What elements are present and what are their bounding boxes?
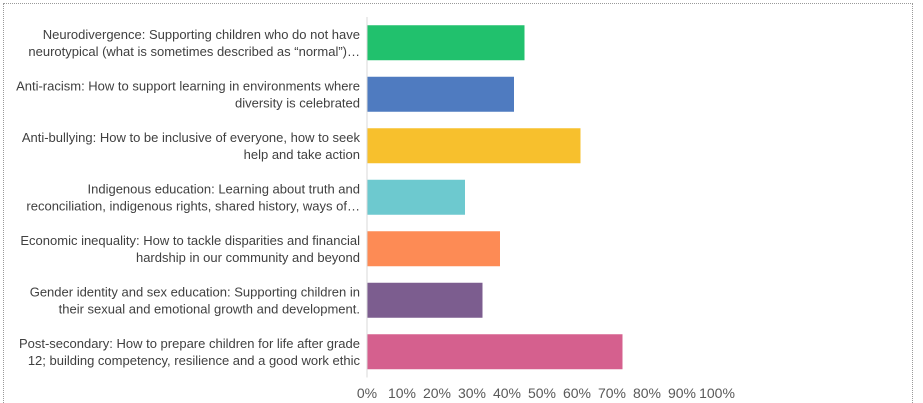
bar-4 <box>367 179 465 215</box>
x-tick-label: 40% <box>493 385 521 401</box>
x-tick-label: 30% <box>458 385 486 401</box>
x-tick-label: 50% <box>528 385 556 401</box>
x-tick-label: 20% <box>423 385 451 401</box>
category-label-line: Post-secondary: How to prepare children … <box>19 336 360 351</box>
category-label-line: diversity is celebrated <box>235 95 360 110</box>
category-label-2: Anti-racism: How to support learning in … <box>16 78 360 110</box>
chart-frame <box>3 3 913 403</box>
bar-3 <box>367 128 581 164</box>
category-label-line: 12; building competency, resilience and … <box>28 353 361 368</box>
category-label-line: Indigenous education: Learning about tru… <box>88 181 361 196</box>
x-tick-label: 90% <box>668 385 696 401</box>
x-tick-label: 60% <box>563 385 591 401</box>
x-tick-label: 80% <box>633 385 661 401</box>
category-label-line: Anti-racism: How to support learning in … <box>16 78 360 93</box>
x-tick-label: 70% <box>598 385 626 401</box>
x-tick-label: 100% <box>699 385 735 401</box>
bars <box>367 25 623 370</box>
category-label-line: neurotypical (what is sometimes describe… <box>28 44 360 59</box>
category-label-6: Gender identity and sex education: Suppo… <box>30 284 360 316</box>
bar-1 <box>367 25 525 61</box>
bar-7 <box>367 334 623 370</box>
x-tick-label: 10% <box>388 385 416 401</box>
category-label-1: Neurodivergence: Supporting children who… <box>28 27 360 59</box>
category-label-4: Indigenous education: Learning about tru… <box>26 181 360 213</box>
bar-5 <box>367 231 500 267</box>
x-axis-ticks: 0% 10% 20% 30% 40% 50% 60% 70% 80% 90% 100% <box>357 385 735 401</box>
category-label-5: Economic inequality: How to tackle dispa… <box>20 233 360 265</box>
bar-2 <box>367 76 514 112</box>
x-tick-label: 0% <box>357 385 377 401</box>
category-label-line: Gender identity and sex education: Suppo… <box>30 284 360 299</box>
category-label-line: Anti-bullying: How to be inclusive of ev… <box>22 130 361 145</box>
category-label-7: Post-secondary: How to prepare children … <box>19 336 361 368</box>
category-label-line: Neurodivergence: Supporting children who… <box>43 27 360 42</box>
category-label-line: hardship in our community and beyond <box>136 250 360 265</box>
category-label-3: Anti-bullying: How to be inclusive of ev… <box>22 130 361 162</box>
category-label-line: help and take action <box>244 147 360 162</box>
bar-6 <box>367 282 483 318</box>
category-label-line: Economic inequality: How to tackle dispa… <box>20 233 360 248</box>
category-label-line: their sexual and emotional growth and de… <box>59 301 360 316</box>
category-label-line: reconciliation, indigenous rights, share… <box>26 198 360 213</box>
category-labels: Neurodivergence: Supporting children who… <box>16 27 360 368</box>
